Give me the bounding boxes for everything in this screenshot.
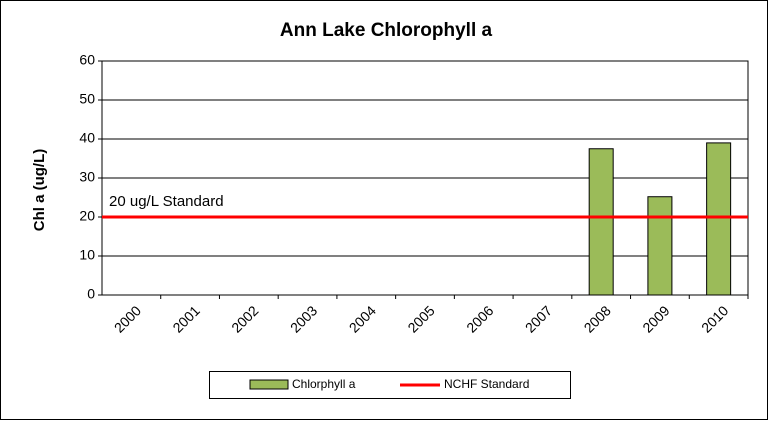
reference-label: 20 ug/L Standard — [109, 193, 224, 210]
bar — [647, 196, 673, 296]
bar — [588, 148, 614, 296]
plot-border — [101, 60, 749, 296]
legend-label: Chlorphyll a — [292, 377, 356, 391]
y-axis-label: Chl a (ug/L) — [31, 149, 48, 232]
y-tick-label: 0 — [87, 286, 95, 302]
y-tick-label: 20 — [79, 208, 95, 224]
y-tick-label: 50 — [79, 91, 95, 107]
chart-title: Ann Lake Chlorophyll a — [280, 20, 493, 41]
y-tick-label: 30 — [79, 169, 95, 185]
y-tick-label: 60 — [79, 52, 95, 68]
legend-label: NCHF Standard — [444, 377, 529, 391]
y-tick-label: 40 — [79, 130, 95, 146]
y-tick-label: 10 — [79, 247, 95, 263]
bar — [706, 142, 732, 296]
legend-swatch — [249, 379, 289, 390]
